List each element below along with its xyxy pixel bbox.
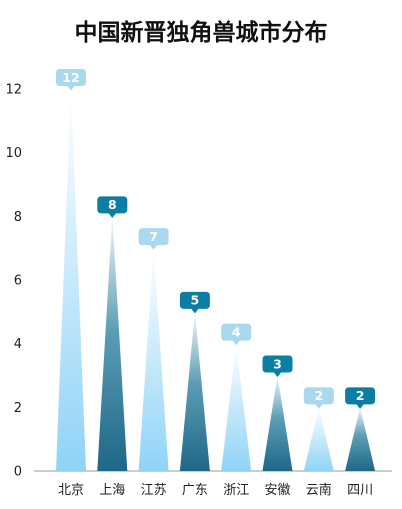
data-label-badge [97, 196, 128, 214]
data-label-badge [56, 69, 86, 86]
y-tick-label: 6 [14, 274, 22, 289]
bars: 12 8 7 5 4 3 2 2 [56, 69, 376, 471]
data-label: 12 [62, 70, 79, 85]
bar [97, 216, 128, 471]
bar [345, 407, 376, 471]
y-tick-label: 2 [14, 401, 22, 416]
data-label-pointer [232, 340, 241, 346]
data-label-pointer [314, 403, 323, 409]
y-tick-label: 12 [5, 83, 22, 98]
data-label: 3 [273, 356, 282, 371]
data-label-badge [303, 387, 334, 405]
data-label: 8 [108, 197, 117, 212]
data-label-badge [345, 387, 376, 405]
x-axis: 北京 上海 江苏 广东 浙江 安徽 云南 四川 [58, 482, 373, 498]
data-label-badge [138, 228, 169, 246]
x-tick-label: 江苏 [141, 482, 167, 498]
data-label-badge [179, 291, 210, 309]
data-label-pointer [67, 85, 75, 91]
bar [179, 311, 210, 471]
data-label: 4 [232, 324, 241, 339]
y-tick-label: 10 [5, 146, 22, 161]
data-label: 2 [314, 388, 323, 403]
data-label-badge [221, 323, 252, 341]
y-tick-label: 8 [14, 210, 22, 225]
data-label-badge [262, 355, 293, 373]
data-label-pointer [108, 212, 117, 218]
chart-title: 中国新晋独角兽城市分布 [75, 19, 328, 46]
bar [56, 89, 86, 471]
y-tick-label: 4 [14, 337, 22, 352]
data-label: 7 [149, 229, 158, 244]
x-tick-label: 四川 [347, 483, 373, 498]
x-tick-label: 安徽 [264, 483, 290, 498]
bar [303, 407, 334, 471]
x-tick-label: 广东 [182, 483, 208, 498]
x-tick-label: 浙江 [223, 483, 249, 498]
data-label-pointer [356, 403, 365, 409]
bar [262, 375, 293, 471]
data-label: 2 [356, 388, 365, 403]
bar [221, 343, 252, 471]
data-label: 5 [191, 293, 200, 308]
y-axis: 0 2 4 6 8 10 12 [5, 83, 22, 480]
bar [138, 248, 169, 471]
y-tick-label: 0 [14, 465, 22, 480]
x-tick-label: 上海 [99, 483, 125, 498]
data-label-pointer [190, 308, 199, 314]
x-tick-label: 云南 [306, 482, 332, 498]
data-label-pointer [149, 244, 158, 250]
data-label-pointer [273, 372, 282, 377]
x-tick-label: 北京 [58, 483, 84, 498]
